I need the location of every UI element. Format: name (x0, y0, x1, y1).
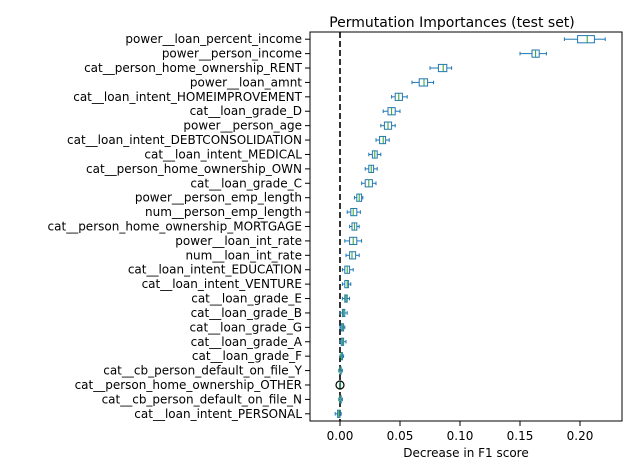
feature-label: cat__person_home_ownership_OTHER (75, 378, 302, 392)
x-axis-label: Decrease in F1 score (403, 446, 528, 460)
iqr-box (437, 63, 448, 73)
box-cat__loan_intent_PERSONAL (334, 409, 342, 418)
box-cat__loan_grade_A (339, 337, 347, 346)
box-power__person_age (380, 121, 396, 130)
feature-label: cat__loan_intent_PERSONAL (134, 407, 302, 421)
feature-label: cat__loan_intent_HOMEIMPROVEMENT (73, 90, 302, 104)
x-axis: 0.00 0.05 0.10 0.15 0.20 (327, 421, 594, 443)
iqr-box (344, 280, 349, 289)
box-cat__loan_intent_DEBTCONSOLIDATION (375, 135, 390, 145)
iqr-box (379, 135, 387, 145)
box-series (334, 35, 606, 418)
feature-label: cat__loan_grade_C (190, 176, 302, 190)
box-cat__person_home_ownership_OTHER (335, 380, 345, 390)
feature-label: cat__cb_person_default_on_file_N (102, 392, 302, 406)
feature-label: cat__loan_grade_G (190, 320, 303, 334)
feature-label: cat__person_home_ownership_RENT (84, 61, 303, 75)
feature-label: power__loan_int_rate (175, 234, 302, 248)
box-cat__loan_grade_C (361, 179, 377, 188)
feature-label: cat__cb_person_default_on_file_Y (103, 364, 302, 378)
box-cat__loan_grade_D (382, 107, 401, 116)
box-cat__person_home_ownership_MORTGAGE (349, 222, 360, 231)
feature-label: cat__loan_intent_DEBTCONSOLIDATION (67, 133, 302, 147)
box-cat__loan_grade_E (341, 294, 351, 303)
feature-label: power__person_age (183, 119, 302, 133)
feature-label: cat__person_home_ownership_MORTGAGE (48, 220, 302, 234)
box-power__loan_int_rate (344, 236, 363, 246)
outlier-point (335, 380, 345, 390)
x-tick-label: 0.15 (507, 429, 534, 443)
feature-label: cat__loan_intent_MEDICAL (144, 147, 302, 161)
chart-title: Permutation Importances (test set) (329, 15, 575, 31)
feature-label: cat__loan_intent_EDUCATION (128, 263, 302, 277)
box-cat__loan_grade_F (339, 352, 345, 361)
x-tick-label: 0.05 (387, 429, 414, 443)
feature-label: cat__loan_grade_B (191, 306, 302, 320)
feature-label: cat__person_home_ownership_OWN (86, 162, 302, 176)
feature-label: cat__loan_grade_A (191, 335, 303, 349)
feature-label: num__person_emp_length (145, 205, 302, 219)
feature-label: power__person_income (162, 47, 302, 61)
box-num__person_emp_length (346, 207, 361, 217)
box-power__loan_percent_income (563, 35, 606, 44)
box-power__person_emp_length (353, 193, 364, 202)
box-cat__person_home_ownership_OWN (364, 164, 378, 173)
iqr-box (577, 35, 595, 44)
box-cat__loan_grade_B (339, 308, 348, 318)
iqr-box (350, 207, 358, 217)
box-cat__loan_intent_VENTURE (341, 280, 352, 289)
box-num__loan_int_rate (345, 251, 360, 260)
box-power__loan_amnt (411, 78, 435, 87)
feature-label: power__loan_amnt (190, 75, 302, 89)
box-cat__loan_intent_MEDICAL (368, 150, 382, 159)
box-power__person_income (519, 49, 547, 58)
iqr-box (418, 78, 429, 87)
box-cat__loan_grade_G (339, 323, 346, 332)
feature-label: power__loan_percent_income (125, 32, 302, 46)
box-cat__loan_intent_EDUCATION (341, 265, 354, 274)
box-cat__cb_person_default_on_file_N (338, 395, 343, 404)
feature-label: cat__loan_grade_F (192, 349, 302, 363)
feature-label: cat__loan_intent_VENTURE (142, 277, 302, 291)
feature-label: power__person_emp_length (135, 191, 302, 205)
box-cat__person_home_ownership_RENT (429, 63, 453, 73)
x-tick-label: 0.10 (447, 429, 474, 443)
x-tick-label: 0.00 (327, 429, 354, 443)
feature-label: cat__loan_grade_E (191, 292, 302, 306)
feature-label: num__loan_int_rate (185, 248, 302, 262)
x-tick-label: 0.20 (567, 429, 594, 443)
box-cat__cb_person_default_on_file_Y (338, 366, 343, 375)
iqr-box (349, 251, 357, 260)
box-cat__loan_intent_HOMEIMPROVEMENT (391, 92, 408, 101)
y-axis: power__loan_percent_incomepower__person_… (48, 32, 310, 421)
feature-label: cat__loan_grade_D (190, 104, 302, 118)
